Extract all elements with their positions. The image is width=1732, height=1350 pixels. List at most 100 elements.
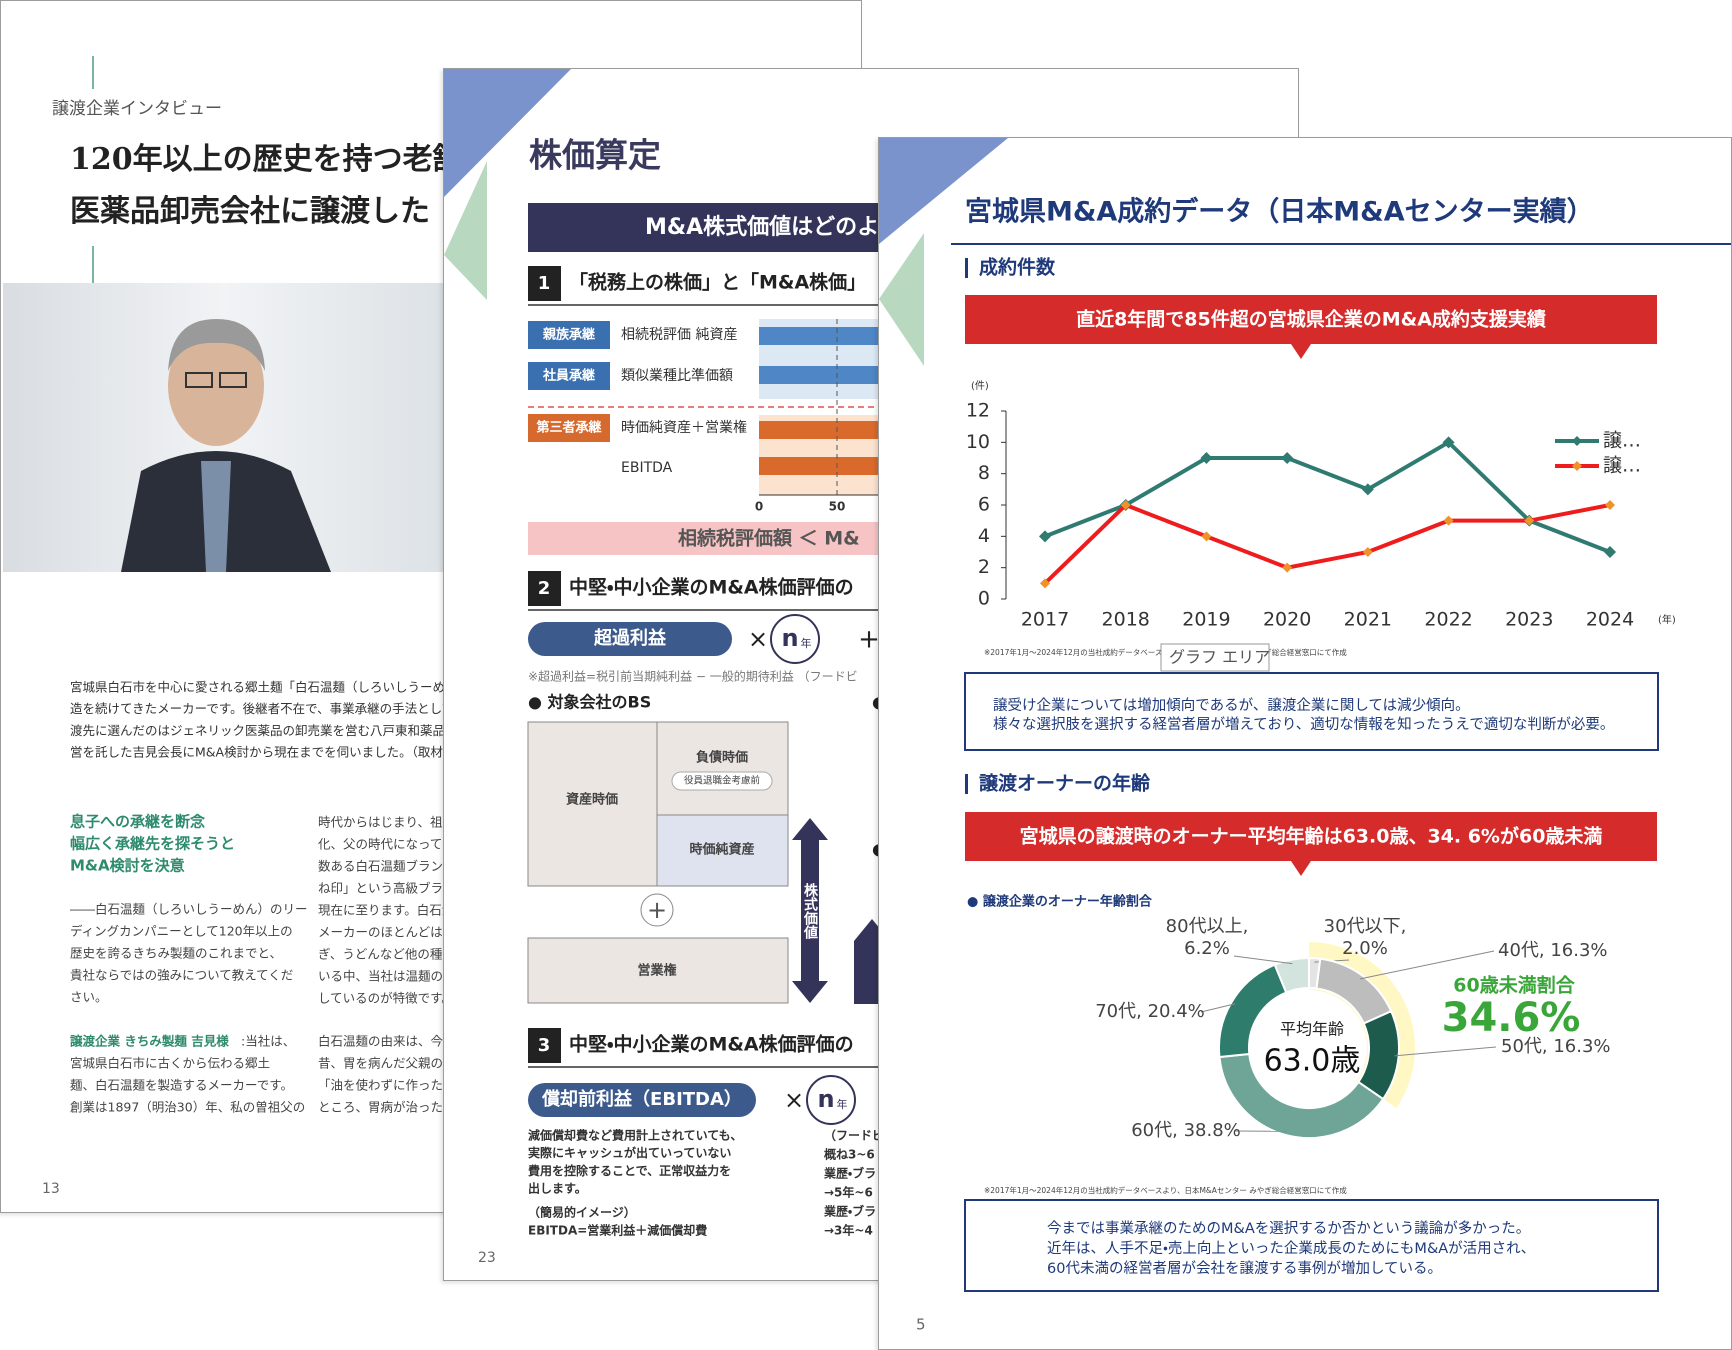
x-tick-label: 2017 <box>1021 609 1069 631</box>
body-line: 減価償却費など費用計上されていても、 <box>528 1128 742 1143</box>
body-line: 費用を控除することで、正常収益力を <box>528 1163 731 1178</box>
body-line: ぎ、うどんなど他の種類 <box>318 947 455 962</box>
point <box>1524 515 1535 526</box>
x-tick-label: 2021 <box>1344 609 1392 631</box>
point <box>1040 578 1050 589</box>
body-line: 時代からはじまり、祖父 <box>318 815 456 830</box>
deco-triangle <box>879 233 924 366</box>
intro-line: 宮城県白石市を中心に愛される郷土麺「白石温麺（しろいしうーめん） <box>70 680 470 695</box>
banner-pointer <box>1291 861 1311 876</box>
body-line: 実際にキャッシュが出ていっていない <box>528 1145 731 1160</box>
section-bar <box>965 774 968 794</box>
subheading: 幅広く承継先を探そうと <box>70 835 235 853</box>
summary-line: 譲受け企業については増加傾向であるが、譲渡企業に関しては減少傾向。 <box>993 697 1470 714</box>
equity-arrow <box>792 818 828 1003</box>
formula-op: + <box>858 625 880 655</box>
subheading: M&A検討を決意 <box>70 857 185 875</box>
x-tick-label: 2024 <box>1586 609 1634 631</box>
x-tick-label: 2018 <box>1102 609 1150 631</box>
point <box>1201 531 1212 542</box>
leader-line <box>1200 1003 1236 1013</box>
point <box>1120 500 1131 510</box>
body-line: 概ね3~6 <box>824 1147 875 1162</box>
banner-text: 宮城県の譲渡時のオーナー平均年齢は63.0歳、34. 6%が60歳未満 <box>1020 825 1603 848</box>
series-line <box>1043 502 1611 585</box>
legend-marker <box>1572 436 1582 446</box>
point <box>1604 546 1616 558</box>
point <box>1442 436 1455 449</box>
leader-line <box>1233 955 1293 965</box>
row-tag: 第三者承継 <box>535 420 601 436</box>
body-line: ――白石温麺（しろいしうーめん）のリー <box>70 902 308 917</box>
row-tag: 社員承継 <box>542 368 595 384</box>
page-number: 13 <box>42 1181 60 1197</box>
donut-label: 40代, 16.3% <box>1498 940 1608 961</box>
donut-center-label: 平均年齢 <box>1280 1020 1344 1039</box>
body-line: :当社は、 <box>241 1034 295 1049</box>
body-line: 業歴・ブラ <box>823 1204 876 1219</box>
section-number: 2 <box>538 578 551 599</box>
donut-label: 80代以上, <box>1166 916 1249 937</box>
legend-label: 譲… <box>1603 430 1641 452</box>
body-line: 化、父の時代になって法 <box>318 837 455 852</box>
x-tick-label: 2019 <box>1182 609 1230 631</box>
formula-circle <box>806 1075 856 1125</box>
banner-text: 直近8年間で85件超の宮城県企業のM&A成約支援実績 <box>1076 308 1546 331</box>
photo-glasses <box>185 372 213 388</box>
body-line: 数ある白石温麺ブランド <box>318 859 456 874</box>
point <box>1605 500 1615 510</box>
summary-line: 近年は、人手不足・売上向上といった企業成長のためにもM&Aが活用され、 <box>1047 1240 1535 1257</box>
body-line: 出します。 <box>528 1181 587 1196</box>
point <box>1282 562 1293 573</box>
page-title: 株価算定 <box>529 136 661 175</box>
summary-line: 様々な選択肢を選択する経営者層が増えており、適切な情報を知ったうえで適切な判断が… <box>993 716 1614 733</box>
section-label: 譲渡企業インタビュー <box>52 99 222 119</box>
section-number-box <box>528 1028 561 1063</box>
body-line: しているのが特徴です。 <box>318 991 454 1006</box>
summary-line: 60代未満の経営者層が会社を譲渡する事例が増加している。 <box>1047 1260 1442 1277</box>
summary-line: 今までは事業承継のためのM&Aを選択するか否かという議論が多かった。 <box>1047 1219 1530 1237</box>
formula-pill-text: 超過利益 <box>594 627 667 649</box>
body-line: ディングカンパニーとして120年以上の <box>70 924 293 939</box>
page-5: 宮城県M&A成約データ（日本M&Aセンター実績） 成約件数 直近8年間で85件超の宮… <box>878 137 1732 1350</box>
title-line: 医薬品卸売会社に譲渡した <box>70 194 430 229</box>
formula-op: × <box>748 625 768 653</box>
body-line: 白石温麺の由来は、今 <box>318 1034 444 1049</box>
formula-n: n <box>817 1085 834 1113</box>
point <box>1281 452 1294 464</box>
point <box>1362 547 1373 557</box>
intro-line: 造を続けてきたメーカーです。後継者不在で、事業承継の手法として <box>70 701 454 716</box>
section-heading: 成約件数 <box>979 256 1056 279</box>
bs-box <box>527 937 789 1004</box>
speaker: 譲渡企業 きちみ製麺 吉見様 <box>70 1034 229 1049</box>
body-line: 麺、白石温麺を製造するメーカーです。 <box>70 1078 293 1093</box>
row-label: 相続税評価 純資産 <box>621 326 737 343</box>
bs-note-box <box>671 771 773 791</box>
y-tick-label: 6 <box>978 494 990 516</box>
row-tag-box <box>528 414 610 442</box>
donut-segment <box>1273 956 1310 994</box>
section-number: 1 <box>538 273 551 294</box>
bs-box <box>656 721 789 816</box>
photo <box>3 283 443 572</box>
y-tick-label: 10 <box>966 431 990 453</box>
body-line: いる中、当社は温麺の製 <box>318 969 456 984</box>
photo-glasses <box>219 372 247 388</box>
body-line: 宮城県白石市に古くから伝わる郷土 <box>70 1056 270 1071</box>
bs-label: 時価純資産 <box>689 842 754 858</box>
body-line: →5年~6 <box>824 1185 873 1200</box>
donut-label: 6.2% <box>1184 938 1230 959</box>
page-number: 5 <box>916 1316 926 1334</box>
x-tick-label: 2022 <box>1424 609 1472 631</box>
leader-line <box>1360 950 1495 980</box>
body-line: ね印」という高級ブラン <box>318 881 456 896</box>
page-5-canvas: 宮城県M&A成約データ（日本M&Aセンター実績） 成約件数直近8年間で85件超の宮… <box>879 138 1731 1334</box>
subheading: 息子への承継を断念 <box>70 813 205 831</box>
banner-pointer <box>1291 344 1311 359</box>
donut-center-value: 63.0歳 <box>1264 1044 1361 1079</box>
section-bar <box>965 258 968 278</box>
y-tick-label: 0 <box>978 588 990 610</box>
body-line: 貴社ならではの強みについて教えてくだ <box>70 968 293 983</box>
deco-triangle <box>879 138 1008 244</box>
